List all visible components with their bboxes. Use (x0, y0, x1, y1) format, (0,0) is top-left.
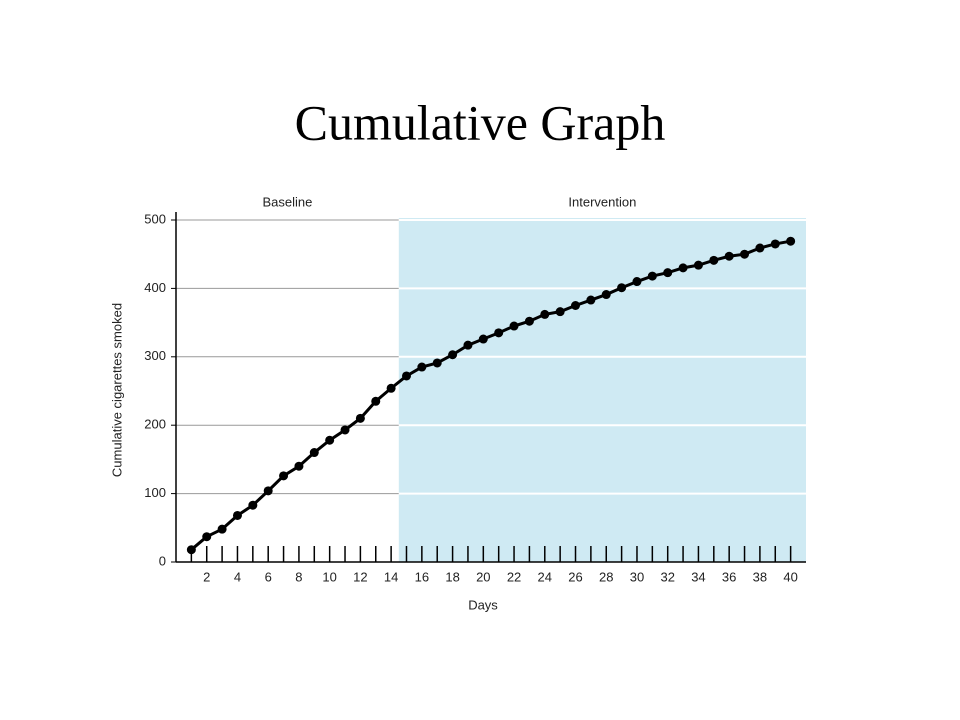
y-tick-label: 400 (144, 280, 166, 295)
x-tick-label: 24 (538, 569, 552, 584)
x-tick-label: 2 (203, 569, 210, 584)
data-point (294, 461, 304, 471)
phase-shading (398, 218, 806, 562)
data-point (617, 283, 627, 293)
x-tick-label: 28 (599, 569, 613, 584)
phase-label: Baseline (262, 194, 312, 209)
data-point (494, 328, 504, 338)
data-point (401, 371, 411, 381)
data-point (678, 263, 688, 273)
data-point (555, 307, 565, 317)
data-point (509, 321, 519, 331)
x-tick-label: 40 (783, 569, 797, 584)
data-point (524, 316, 534, 326)
data-point (540, 309, 550, 319)
data-point (217, 524, 227, 534)
data-point (463, 340, 473, 350)
x-tick-label: 12 (353, 569, 367, 584)
data-point (632, 277, 642, 287)
data-point (340, 425, 350, 435)
data-point (601, 290, 611, 300)
data-point (386, 383, 396, 393)
data-point (647, 271, 657, 281)
data-point (417, 362, 427, 372)
y-tick-label: 200 (144, 417, 166, 432)
series-line (190, 239, 791, 551)
data-point (448, 350, 458, 360)
x-tick-label: 14 (384, 569, 398, 584)
data-point (371, 396, 381, 406)
chart-title: Cumulative Graph (295, 94, 666, 150)
x-tick-label: 34 (691, 569, 705, 584)
x-tick-label: 8 (295, 569, 302, 584)
x-tick-label: 22 (507, 569, 521, 584)
x-tick-label: 20 (476, 569, 490, 584)
data-point (693, 260, 703, 270)
x-tick-label: 16 (415, 569, 429, 584)
x-axis-label: Days (468, 597, 498, 612)
x-tick-label: 10 (322, 569, 336, 584)
x-tick-label: 26 (568, 569, 582, 584)
data-point (755, 243, 765, 253)
x-tick-label: 18 (445, 569, 459, 584)
data-point (478, 334, 488, 344)
data-point (432, 358, 442, 368)
data-point (724, 251, 734, 261)
y-tick-label: 500 (144, 211, 166, 226)
data-point (740, 249, 750, 259)
data-point (571, 301, 581, 310)
data-point (232, 510, 242, 520)
data-point (325, 435, 335, 445)
x-tick-label: 6 (265, 569, 272, 584)
data-point (263, 486, 273, 496)
y-tick-label: 100 (144, 485, 166, 500)
data-point (663, 268, 673, 278)
x-tick-label: 38 (753, 569, 767, 584)
data-point (279, 471, 289, 481)
y-axis-label: Cumulative cigarettes smoked (109, 303, 124, 477)
data-point (186, 545, 196, 555)
data-point (202, 532, 212, 542)
data-point (770, 239, 780, 249)
data-point (709, 255, 719, 265)
data-point (309, 448, 319, 458)
data-point (586, 295, 596, 305)
x-tick-label: 30 (630, 569, 644, 584)
x-tick-label: 4 (234, 569, 241, 584)
phase-label: Intervention (568, 194, 636, 209)
y-tick-label: 0 (159, 553, 166, 568)
data-point (786, 236, 796, 246)
x-tick-label: 32 (660, 569, 674, 584)
data-point (248, 500, 258, 510)
x-tick-label: 36 (722, 569, 736, 584)
y-tick-label: 300 (144, 348, 166, 363)
data-point (355, 413, 365, 423)
